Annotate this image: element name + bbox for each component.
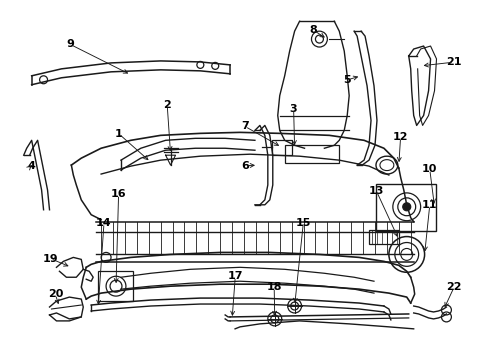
Text: 16: 16	[111, 189, 126, 199]
Text: 15: 15	[295, 218, 311, 228]
Text: 3: 3	[290, 104, 297, 113]
Text: 22: 22	[446, 282, 462, 292]
Text: 11: 11	[422, 200, 438, 210]
Bar	[369, 230, 399, 244]
Text: 19: 19	[43, 253, 58, 264]
Text: 2: 2	[163, 100, 171, 110]
Text: 7: 7	[241, 121, 249, 131]
Text: 21: 21	[446, 57, 462, 67]
Text: 18: 18	[267, 282, 282, 292]
Text: 12: 12	[393, 132, 408, 142]
Text: 14: 14	[96, 218, 112, 228]
Circle shape	[403, 203, 411, 211]
Text: 13: 13	[368, 186, 384, 196]
Bar	[272, 140, 292, 155]
Text: 17: 17	[227, 271, 243, 282]
Text: 10: 10	[422, 164, 438, 174]
Text: 6: 6	[241, 161, 249, 171]
Bar	[285, 145, 339, 163]
Text: 9: 9	[66, 39, 74, 49]
Text: 5: 5	[343, 75, 351, 85]
Text: 1: 1	[115, 129, 122, 139]
Text: 8: 8	[309, 25, 317, 35]
Text: 20: 20	[48, 289, 63, 299]
Text: 4: 4	[27, 161, 35, 171]
Bar	[98, 271, 133, 301]
